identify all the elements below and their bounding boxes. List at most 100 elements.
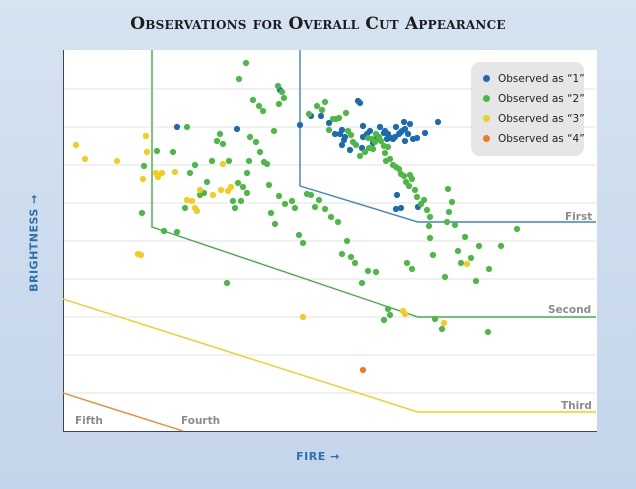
data-point-series-2 — [243, 169, 251, 177]
data-point-series-2 — [291, 204, 299, 212]
data-point-series-2 — [425, 222, 433, 230]
legend: Observed as “1” Observed as “2” Observed… — [471, 62, 585, 156]
data-point-series-2 — [497, 242, 505, 250]
data-point-series-3 — [299, 313, 307, 321]
data-point-series-2 — [403, 259, 411, 267]
data-point-series-2 — [431, 315, 439, 323]
data-point-series-3 — [196, 186, 204, 194]
data-point-series-2 — [351, 259, 359, 267]
data-point-series-2 — [352, 141, 360, 149]
data-point-series-2 — [325, 126, 333, 134]
data-point-series-2 — [384, 143, 392, 151]
data-point-series-1 — [338, 141, 346, 149]
data-point-series-3 — [171, 168, 179, 176]
data-point-series-2 — [443, 218, 451, 226]
data-point-series-2 — [484, 328, 492, 336]
data-point-series-2 — [395, 165, 403, 173]
data-point-series-2 — [377, 137, 385, 145]
legend-dot-4 — [483, 134, 490, 142]
data-point-series-1 — [366, 127, 374, 135]
data-point-series-2 — [274, 82, 282, 90]
data-point-series-2 — [327, 213, 335, 221]
data-point-series-2 — [454, 247, 462, 255]
legend-label-3: Observed as “3” — [498, 113, 585, 125]
data-point-series-1 — [376, 123, 384, 131]
data-points — [72, 59, 521, 374]
data-point-series-2 — [186, 169, 194, 177]
data-point-series-2 — [311, 203, 319, 211]
boundary-labels: First Second Third Fourth Fifth — [75, 211, 592, 427]
data-point-series-2 — [235, 75, 243, 83]
y-axis-label: BRIGHTNESS → — [27, 194, 41, 292]
data-point-series-2 — [429, 251, 437, 259]
data-point-series-2 — [364, 267, 372, 275]
data-point-series-2 — [338, 250, 346, 258]
legend-item-1: Observed as “1” — [483, 71, 585, 87]
data-point-series-2 — [239, 183, 247, 191]
data-point-series-2 — [196, 191, 204, 199]
data-point-series-1 — [392, 123, 400, 131]
data-point-series-3 — [227, 183, 235, 191]
data-point-series-2 — [347, 253, 355, 261]
data-point-series-1 — [400, 118, 408, 126]
data-point-series-2 — [438, 325, 446, 333]
data-point-series-2 — [191, 161, 199, 169]
data-point-series-2 — [223, 279, 231, 287]
data-point-series-2 — [260, 158, 268, 166]
data-point-series-2 — [246, 133, 254, 141]
data-point-series-2 — [183, 123, 191, 131]
data-point-series-2 — [288, 197, 296, 205]
data-point-series-2 — [426, 213, 434, 221]
data-point-series-1 — [406, 120, 414, 128]
data-point-series-2 — [181, 204, 189, 212]
data-point-series-2 — [249, 96, 257, 104]
data-point-series-2 — [321, 98, 329, 106]
boundary-line-second — [151, 50, 596, 318]
data-point-series-2 — [400, 172, 408, 180]
data-point-series-2 — [451, 221, 459, 229]
data-point-series-1 — [296, 121, 304, 129]
data-point-series-2 — [334, 218, 342, 226]
legend-label-2: Observed as “2” — [498, 93, 585, 105]
data-point-series-2 — [513, 225, 521, 233]
data-point-series-2 — [445, 208, 453, 216]
data-point-series-3 — [143, 148, 151, 156]
data-point-series-2 — [472, 277, 480, 285]
data-point-series-2 — [140, 162, 148, 170]
data-point-series-1 — [392, 205, 400, 213]
data-point-series-2 — [411, 186, 419, 194]
data-point-series-2 — [303, 190, 311, 198]
data-point-series-2 — [457, 259, 465, 267]
data-point-series-2 — [138, 209, 146, 217]
data-point-series-2 — [219, 140, 227, 148]
data-point-series-2 — [259, 107, 267, 115]
x-axis-label: FIRE → — [296, 450, 340, 463]
data-point-series-2 — [255, 102, 263, 110]
data-point-series-2 — [384, 305, 392, 313]
data-point-series-2 — [252, 138, 260, 146]
legend-dot-2 — [483, 94, 490, 102]
boundary-line-first — [299, 50, 596, 223]
boundary-label-fifth: Fifth — [75, 415, 103, 427]
data-point-series-1 — [338, 126, 346, 134]
data-point-series-4 — [359, 366, 367, 374]
data-point-series-3 — [217, 186, 225, 194]
data-point-series-2 — [278, 88, 286, 96]
data-point-series-2 — [380, 316, 388, 324]
legend-dot-3 — [483, 114, 490, 122]
data-point-series-3 — [154, 173, 162, 181]
data-point-series-2 — [408, 265, 416, 273]
data-point-series-2 — [242, 59, 250, 67]
data-point-series-1 — [413, 134, 421, 142]
data-point-series-2 — [229, 197, 237, 205]
data-point-series-3 — [183, 196, 191, 204]
data-point-series-1 — [356, 99, 364, 107]
boundary-line-fourth — [62, 392, 184, 432]
data-point-series-1 — [173, 123, 181, 131]
data-point-series-2 — [169, 148, 177, 156]
data-point-series-3 — [113, 157, 121, 165]
data-point-series-2 — [423, 206, 431, 214]
data-point-series-2 — [256, 148, 264, 156]
data-point-series-2 — [295, 231, 303, 239]
data-point-series-2 — [426, 234, 434, 242]
